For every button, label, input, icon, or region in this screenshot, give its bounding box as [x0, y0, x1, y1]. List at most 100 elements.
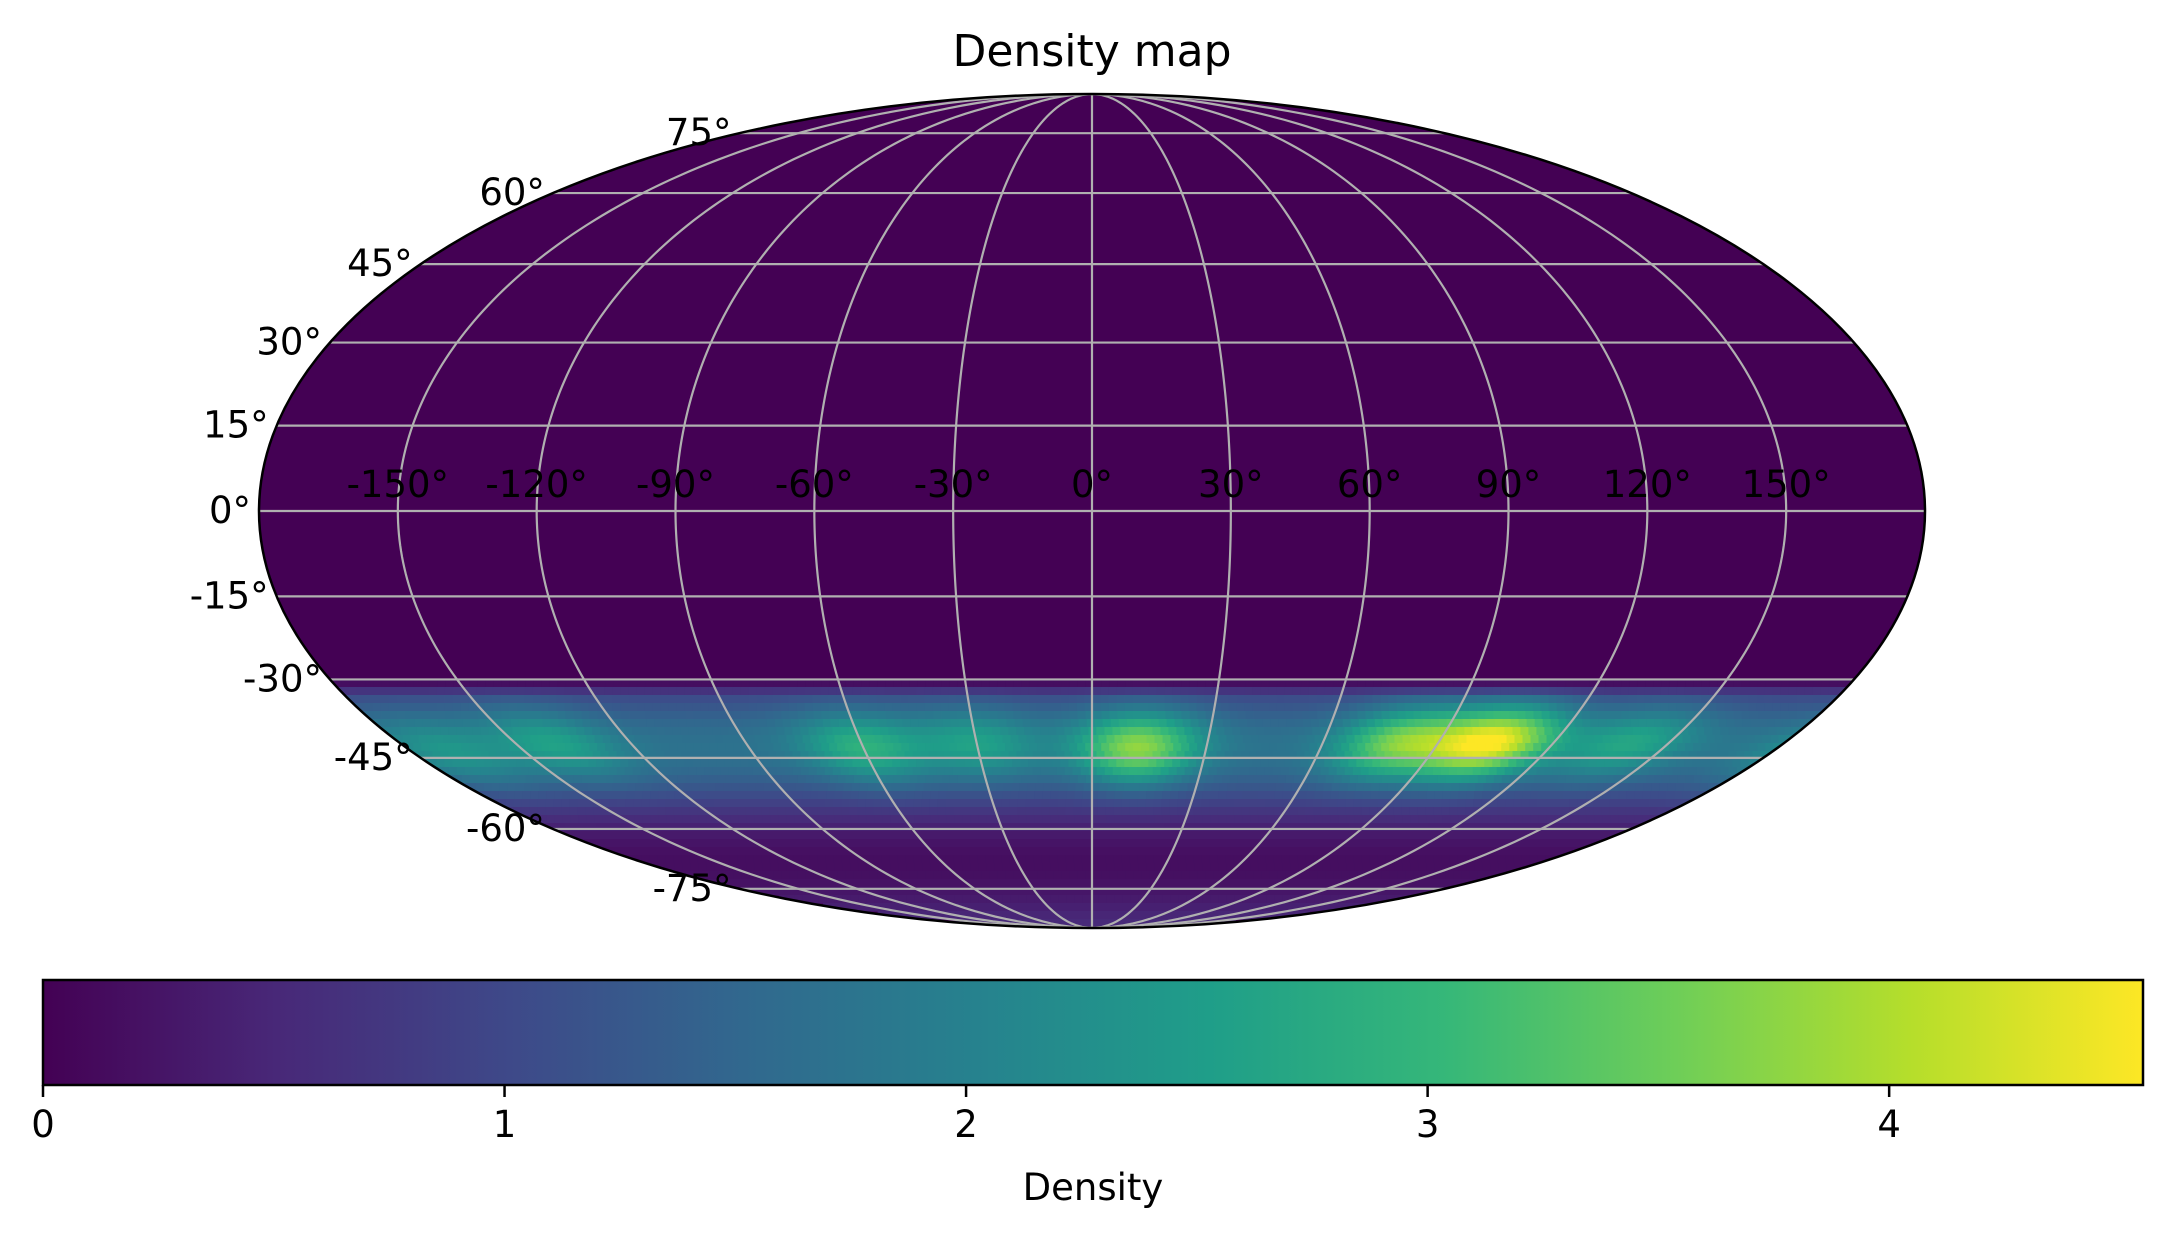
density-cell [420, 703, 430, 712]
latitude-tick-labels: 75°60°45°30°15°0°-15°-30°-45°-60°-75° [190, 111, 732, 910]
density-cell [973, 871, 983, 880]
density-cell [1526, 719, 1536, 728]
density-cell [453, 775, 463, 784]
density-cell [1333, 871, 1343, 880]
density-cell [992, 727, 1001, 736]
density-cell [1217, 799, 1226, 808]
density-cell [796, 703, 806, 712]
density-cell [917, 743, 926, 752]
density-cell [1018, 895, 1028, 904]
density-cell [877, 711, 887, 720]
density-cell [1506, 863, 1515, 872]
density-cell [1717, 679, 1726, 688]
density-cell [955, 783, 965, 792]
colorbar-tick-label: 4 [1877, 1103, 1901, 1146]
density-cell [620, 687, 630, 696]
density-cell [1345, 855, 1354, 864]
density-cell [1379, 783, 1389, 792]
density-cell [803, 783, 813, 792]
density-cell [568, 727, 577, 736]
density-cell [732, 823, 742, 832]
density-cell [1717, 711, 1727, 720]
density-cell [1316, 839, 1325, 848]
density-cell [1107, 783, 1117, 792]
density-cell [891, 783, 901, 792]
density-cell [1249, 847, 1259, 856]
density-cell [1633, 807, 1642, 816]
density-cell [1074, 863, 1083, 872]
density-cell [1267, 783, 1277, 792]
density-cell [572, 687, 582, 696]
density-cell [1157, 679, 1166, 688]
density-cell [548, 759, 557, 768]
density-cell [1020, 759, 1029, 768]
density-cell [937, 855, 946, 864]
density-cell [1386, 815, 1395, 824]
density-cell [548, 703, 558, 712]
density-cell [1065, 855, 1074, 864]
density-cell [1392, 751, 1402, 760]
density-cell [941, 871, 951, 880]
density-cell [941, 743, 950, 752]
density-cell [1749, 711, 1759, 720]
density-cell [882, 815, 891, 824]
density-cell [1604, 695, 1614, 704]
density-cell [905, 847, 915, 856]
density-cell [1053, 743, 1062, 752]
density-cell [1558, 719, 1568, 728]
density-cell [757, 711, 767, 720]
density-cell [1204, 839, 1213, 848]
density-cell [1061, 775, 1071, 784]
density-cell [614, 719, 624, 728]
density-cell [698, 863, 707, 872]
density-cell [1521, 807, 1530, 816]
density-cell [941, 775, 951, 784]
density-cell [847, 903, 856, 912]
density-cell [1420, 823, 1430, 832]
density-cell [1301, 775, 1311, 784]
density-cell [1289, 855, 1298, 864]
density-cell [733, 775, 743, 784]
density-cell [1701, 743, 1710, 752]
density-cell [388, 703, 398, 712]
density-cell [1190, 719, 1200, 728]
density-cell [1677, 775, 1687, 784]
density-cell [1656, 751, 1666, 760]
density-cell [641, 807, 650, 816]
density-cell [1252, 759, 1261, 768]
density-cell [903, 903, 912, 912]
density-cell [657, 807, 666, 816]
density-cell [940, 759, 949, 768]
density-cell [1141, 775, 1151, 784]
density-cell [788, 839, 797, 848]
density-cell [1432, 751, 1442, 760]
density-cell [561, 799, 570, 808]
density-cell [996, 759, 1005, 768]
density-cell [980, 759, 989, 768]
density-cell [1388, 687, 1398, 696]
density-cell [1258, 863, 1267, 872]
density-cell [610, 791, 619, 800]
density-cell [1377, 847, 1387, 856]
density-cell [1612, 695, 1622, 704]
density-cell [1331, 783, 1341, 792]
density-cell [1066, 815, 1075, 824]
density-cell [1061, 887, 1070, 896]
density-cell [1313, 807, 1322, 816]
density-cell [1273, 799, 1282, 808]
density-cell [1179, 783, 1189, 792]
density-cell [788, 823, 798, 832]
density-cell [1386, 735, 1396, 744]
density-cell [1243, 879, 1253, 888]
density-cell [1404, 839, 1413, 848]
density-cell [1431, 831, 1441, 840]
density-cell [795, 879, 805, 888]
density-cell [456, 767, 466, 776]
density-cell [1287, 903, 1296, 912]
density-cell [477, 743, 486, 752]
density-cell [1146, 791, 1155, 800]
density-cell [615, 831, 625, 840]
density-cell [1097, 847, 1107, 856]
density-cell [806, 719, 816, 728]
density-cell [1433, 847, 1443, 856]
